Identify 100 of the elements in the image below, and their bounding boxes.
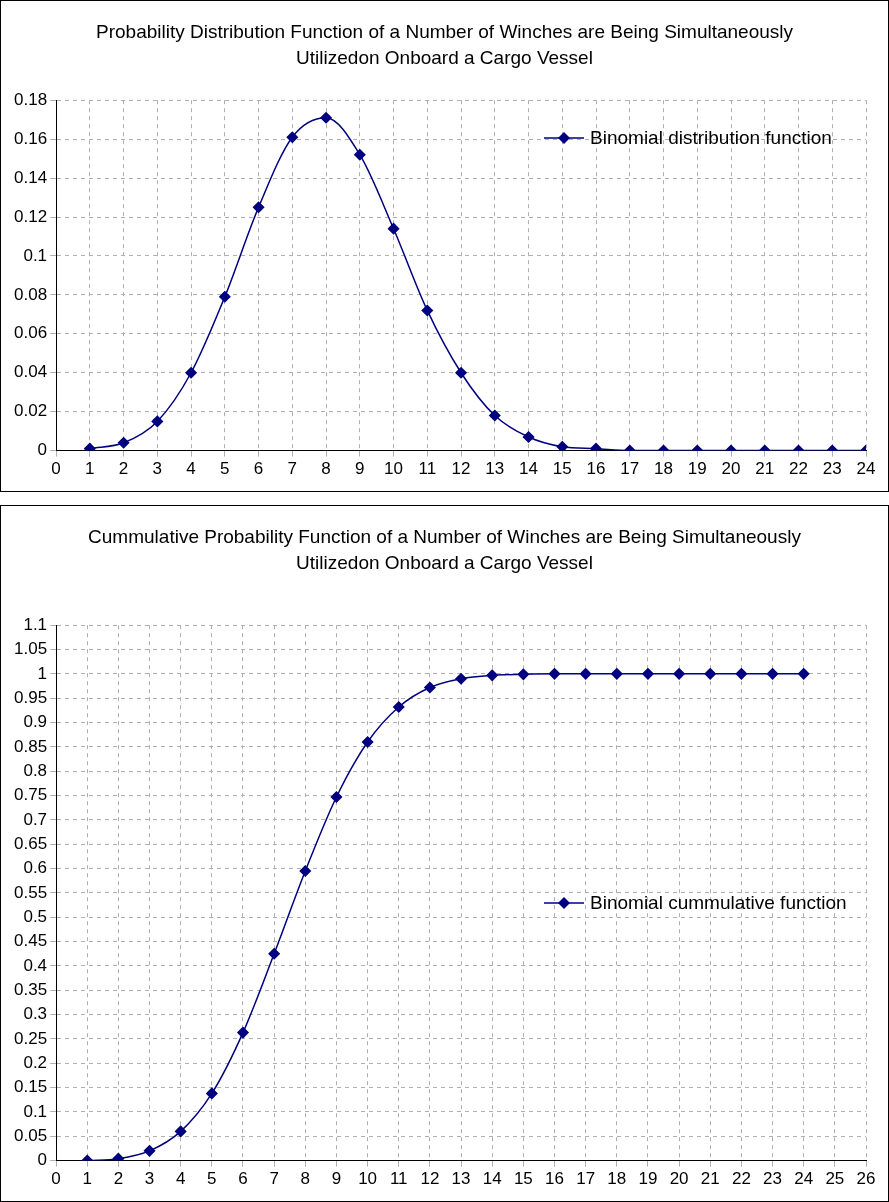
point xyxy=(424,681,436,694)
y-tick-label: 0.06 xyxy=(13,323,48,343)
y-tick-label: 0.12 xyxy=(13,206,48,226)
point xyxy=(237,1026,249,1039)
x-tick-label: 1 xyxy=(82,1169,92,1189)
y-tick-label: 0.45 xyxy=(13,931,48,951)
x-tick-label: 7 xyxy=(269,1169,279,1189)
point xyxy=(489,409,501,422)
x-tick-label: 3 xyxy=(144,1169,155,1189)
x-tick-label: 15 xyxy=(513,1169,533,1189)
chart-title: Cummulative Probability Function of a Number of Winches are Being Simultaneously Utilizedon Onboard a Cargo Vessel xyxy=(87,525,802,575)
x-tick-label: 4 xyxy=(186,459,196,479)
y-tick-label: 0.1 xyxy=(23,1101,48,1121)
point xyxy=(330,791,343,803)
y-tick-label: 1.1 xyxy=(23,614,48,634)
x-tick-label: 2 xyxy=(118,459,129,479)
x-tick-label: 19 xyxy=(638,1169,658,1189)
x-tick-label: 5 xyxy=(207,1169,217,1189)
legend-label: Binomial cummulative function xyxy=(590,891,847,914)
x-tick-label: 10 xyxy=(384,459,404,479)
y-tick-label: 0.16 xyxy=(13,128,48,148)
point xyxy=(268,947,280,960)
x-tick-label: 5 xyxy=(220,459,230,479)
point xyxy=(174,1125,187,1138)
point xyxy=(611,668,623,680)
x-tick-label: 17 xyxy=(576,1169,596,1189)
chart-title: Probability Distribution Function of a Number of Winches are Being Simultaneously Utilizedon Onboard a Cargo Vessel xyxy=(95,20,794,70)
x-tick-label: 24 xyxy=(794,1169,814,1189)
y-tick-label: 0.02 xyxy=(13,401,48,421)
x-tick-label: 1 xyxy=(85,459,95,479)
point xyxy=(766,668,779,680)
x-tick-label: 23 xyxy=(822,459,842,479)
x-tick-label: 13 xyxy=(451,1169,471,1189)
point xyxy=(455,672,467,685)
x-tick-label: 0 xyxy=(51,1169,61,1189)
y-tick-label: 0.8 xyxy=(23,760,48,780)
y-tick-label: 0.3 xyxy=(23,1004,48,1024)
point xyxy=(579,668,592,680)
y-tick-label: 0.5 xyxy=(23,906,48,926)
point xyxy=(387,222,400,235)
point xyxy=(392,701,405,713)
x-tick-label: 14 xyxy=(482,1169,502,1189)
point xyxy=(354,148,366,161)
y-tick-label: 0 xyxy=(37,1150,48,1170)
x-tick-label: 7 xyxy=(287,459,298,479)
x-tick-label: 17 xyxy=(620,459,640,479)
x-tick-label: 26 xyxy=(856,1169,876,1189)
x-tick-label: 18 xyxy=(607,1169,627,1189)
y-tick-label: 0.65 xyxy=(13,833,48,853)
y-tick-label: 0.55 xyxy=(13,882,48,902)
x-tick-label: 16 xyxy=(545,1169,564,1189)
point xyxy=(286,131,299,143)
point xyxy=(548,668,561,680)
x-tick-label: 12 xyxy=(451,459,471,479)
point xyxy=(185,366,197,379)
x-tick-label: 20 xyxy=(721,459,741,479)
y-tick-label: 0.6 xyxy=(23,858,48,878)
y-tick-label: 0.14 xyxy=(13,167,48,187)
point xyxy=(219,291,231,303)
point xyxy=(486,669,498,682)
point xyxy=(84,442,96,451)
y-tick-label: 0.75 xyxy=(13,785,48,805)
x-tick-label: 6 xyxy=(238,1169,248,1189)
x-tick-label: 11 xyxy=(389,1169,408,1189)
x-tick-label: 21 xyxy=(755,459,775,479)
point xyxy=(320,111,332,124)
x-tick-label: 9 xyxy=(331,1169,342,1189)
point xyxy=(673,668,685,680)
x-tick-label: 13 xyxy=(485,459,505,479)
y-tick-label: 0.08 xyxy=(13,284,48,304)
x-tick-label: 9 xyxy=(355,459,365,479)
y-tick-label: 0.1 xyxy=(23,245,48,265)
x-tick-label: 6 xyxy=(253,459,264,479)
x-tick-label: 2 xyxy=(113,1169,124,1189)
y-tick-label: 0.35 xyxy=(13,979,48,999)
y-tick-label: 0.85 xyxy=(13,736,48,756)
x-tick-label: 11 xyxy=(418,459,437,479)
point xyxy=(455,366,467,379)
x-tick-label: 20 xyxy=(669,1169,689,1189)
y-tick-label: 0.18 xyxy=(13,89,48,109)
x-tick-label: 10 xyxy=(358,1169,378,1189)
y-tick-label: 0 xyxy=(37,440,48,460)
point xyxy=(299,865,312,877)
point xyxy=(206,1087,218,1100)
x-tick-label: 18 xyxy=(654,459,673,479)
point xyxy=(252,201,265,214)
x-tick-label: 0 xyxy=(51,459,61,479)
point xyxy=(556,440,569,451)
y-tick-label: 0.7 xyxy=(23,809,48,829)
x-tick-label: 16 xyxy=(586,459,606,479)
y-tick-label: 0.15 xyxy=(13,1077,48,1097)
x-tick-label: 15 xyxy=(552,459,572,479)
y-tick-label: 0.9 xyxy=(23,712,48,732)
x-tick-label: 4 xyxy=(175,1169,186,1189)
point xyxy=(517,668,530,681)
x-tick-label: 23 xyxy=(763,1169,783,1189)
y-tick-label: 0.4 xyxy=(23,955,48,975)
x-tick-label: 12 xyxy=(420,1169,440,1189)
point xyxy=(421,304,434,317)
x-tick-label: 3 xyxy=(152,459,163,479)
